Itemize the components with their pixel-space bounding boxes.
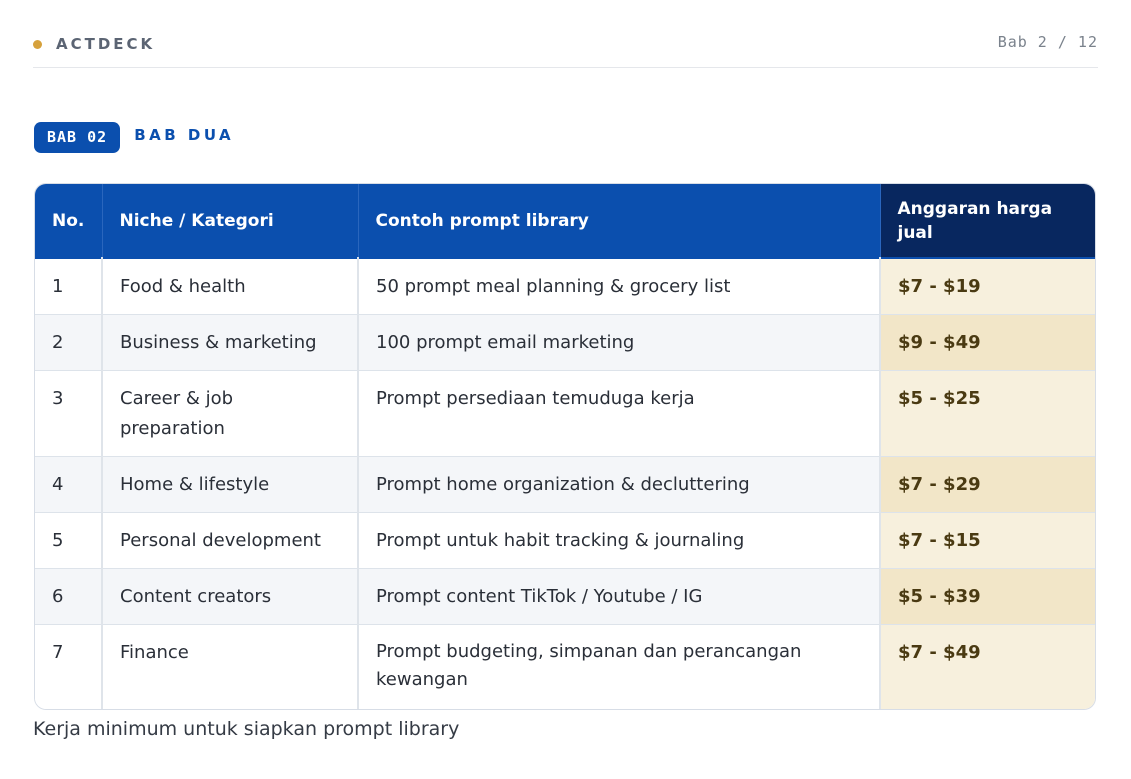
cell-no: 5 xyxy=(35,512,103,569)
cell-niche: Food & health xyxy=(102,257,359,315)
cell-no: 1 xyxy=(35,257,103,315)
cell-contoh: Prompt content TikTok / Youtube / IG xyxy=(358,568,881,625)
chapter-label: BAB 02 BAB DUA xyxy=(34,122,234,153)
cell-niche: Business & marketing xyxy=(102,314,359,371)
chapter-badge: BAB 02 xyxy=(34,122,121,153)
cell-niche: Content creators xyxy=(102,568,359,625)
cell-contoh: Prompt budgeting, simpanan dan perancang… xyxy=(358,624,881,709)
cell-niche: Personal development xyxy=(102,512,359,569)
cell-contoh: 50 prompt meal planning & grocery list xyxy=(358,257,881,315)
cell-harga: $9 - $49 xyxy=(880,314,1095,371)
table-header-row: No. Niche / Kategori Contoh prompt libra… xyxy=(35,184,1095,258)
cell-contoh: Prompt home organization & decluttering xyxy=(358,456,881,513)
cell-niche: Finance xyxy=(102,624,359,709)
cell-niche: Home & lifestyle xyxy=(102,456,359,513)
column-header-harga: Anggaran harga jual xyxy=(880,184,1095,258)
table-row: 1 Food & health 50 prompt meal planning … xyxy=(35,257,1095,315)
cell-no: 4 xyxy=(35,456,103,513)
table-row: 3 Career & job preparation Prompt persed… xyxy=(35,370,1095,457)
column-header-no: No. xyxy=(35,184,103,258)
page-indicator: Bab 2 / 12 xyxy=(997,33,1098,51)
cell-no: 6 xyxy=(35,568,103,625)
cell-contoh: Prompt untuk habit tracking & journaling xyxy=(358,512,881,569)
table-row: 5 Personal development Prompt untuk habi… xyxy=(35,512,1095,569)
cell-harga: $7 - $29 xyxy=(880,456,1095,513)
column-header-niche: Niche / Kategori xyxy=(102,184,359,258)
cell-harga: $7 - $15 xyxy=(880,512,1095,569)
cell-contoh: Prompt persediaan temuduga kerja xyxy=(358,370,881,457)
brand: ACTDECK xyxy=(33,35,155,53)
cell-niche: Career & job preparation xyxy=(102,370,359,457)
table-row: 2 Business & marketing 100 prompt email … xyxy=(35,314,1095,371)
cell-contoh: 100 prompt email marketing xyxy=(358,314,881,371)
cell-harga: $7 - $49 xyxy=(880,624,1095,709)
cell-harga: $5 - $25 xyxy=(880,370,1095,457)
column-header-contoh: Contoh prompt library xyxy=(358,184,881,258)
cell-harga: $5 - $39 xyxy=(880,568,1095,625)
brand-dot-icon xyxy=(33,39,42,49)
table-row: 4 Home & lifestyle Prompt home organizat… xyxy=(35,456,1095,513)
table-row: 6 Content creators Prompt content TikTok… xyxy=(35,568,1095,625)
cell-no: 3 xyxy=(35,370,103,457)
cell-harga: $7 - $19 xyxy=(880,257,1095,315)
footnote: Kerja minimum untuk siapkan prompt libra… xyxy=(33,718,460,740)
cell-no: 2 xyxy=(35,314,103,371)
chapter-title: BAB DUA xyxy=(134,125,235,144)
cell-no: 7 xyxy=(35,624,103,709)
table-row: 7 Finance Prompt budgeting, simpanan dan… xyxy=(35,624,1095,709)
niche-table: No. Niche / Kategori Contoh prompt libra… xyxy=(34,183,1096,710)
brand-name: ACTDECK xyxy=(56,35,156,53)
top-bar: ACTDECK Bab 2 / 12 xyxy=(33,28,1098,68)
